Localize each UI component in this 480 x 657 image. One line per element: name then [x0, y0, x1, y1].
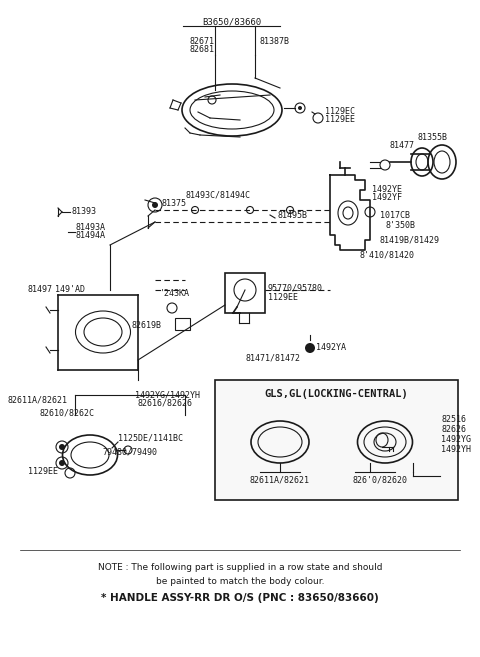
Text: 8'350B: 8'350B [385, 221, 415, 229]
Text: 82671: 82671 [190, 37, 215, 47]
Text: 81493A: 81493A [75, 223, 105, 233]
Circle shape [305, 343, 315, 353]
Text: 1017CB: 1017CB [380, 210, 410, 219]
Text: 82611A/82621: 82611A/82621 [250, 476, 310, 484]
Text: 1492YG: 1492YG [441, 436, 471, 445]
Circle shape [59, 444, 65, 450]
Bar [215, 380, 458, 500]
Text: 81497: 81497 [28, 286, 53, 294]
Text: 95770/95780: 95770/95780 [268, 284, 323, 292]
Text: 81393: 81393 [72, 208, 97, 217]
Text: 1492YF: 1492YF [372, 194, 402, 202]
Bar [175, 318, 190, 330]
Text: 81495B: 81495B [278, 212, 308, 221]
Text: NOTE : The following part is supplied in a row state and should: NOTE : The following part is supplied in… [98, 564, 382, 572]
Text: 1125DE/1141BC: 1125DE/1141BC [118, 434, 183, 443]
Text: 79480/79490: 79480/79490 [102, 447, 157, 457]
Text: 82619B: 82619B [132, 321, 162, 330]
Bar [225, 273, 265, 313]
Text: 82611A/82621: 82611A/82621 [8, 396, 68, 405]
Text: 1492YG/1492YH: 1492YG/1492YH [135, 390, 200, 399]
Text: 1129EE: 1129EE [28, 468, 58, 476]
Text: 1492YA: 1492YA [316, 344, 346, 353]
Circle shape [298, 106, 302, 110]
Text: 1492YH: 1492YH [441, 445, 471, 455]
Text: 81375: 81375 [162, 198, 187, 208]
Text: 82516: 82516 [441, 415, 466, 424]
Text: be painted to match the body colour.: be painted to match the body colour. [156, 578, 324, 587]
Text: GLS,GL(LOCKING-CENTRAL): GLS,GL(LOCKING-CENTRAL) [264, 389, 408, 399]
Text: 81387B: 81387B [260, 37, 290, 47]
Text: 149'AD: 149'AD [55, 286, 85, 294]
Text: '243KA: '243KA [160, 288, 190, 298]
Circle shape [59, 460, 65, 466]
Text: 81494A: 81494A [75, 231, 105, 240]
Text: 81493C/81494C: 81493C/81494C [185, 191, 250, 200]
Circle shape [152, 202, 158, 208]
Text: 1129EE: 1129EE [325, 116, 355, 124]
Text: 81419B/81429: 81419B/81429 [380, 235, 440, 244]
Text: 82626: 82626 [441, 426, 466, 434]
Text: 82610/8262C: 82610/8262C [40, 409, 95, 417]
Text: 1492YE: 1492YE [372, 185, 402, 194]
Text: * HANDLE ASSY-RR DR O/S (PNC : 83650/83660): * HANDLE ASSY-RR DR O/S (PNC : 83650/836… [101, 593, 379, 603]
Text: 8'410/81420: 8'410/81420 [360, 250, 415, 260]
Text: 81471/81472: 81471/81472 [245, 353, 300, 363]
Text: 81477: 81477 [390, 141, 415, 150]
Text: 82681: 82681 [190, 45, 215, 55]
Text: 1129EC: 1129EC [325, 108, 355, 116]
Text: 82616/82626: 82616/82626 [138, 399, 193, 407]
Text: 1129EE: 1129EE [268, 294, 298, 302]
Text: B3650/83660: B3650/83660 [203, 18, 262, 26]
Text: 826'0/82620: 826'0/82620 [352, 476, 408, 484]
Text: 81355B: 81355B [418, 133, 448, 143]
